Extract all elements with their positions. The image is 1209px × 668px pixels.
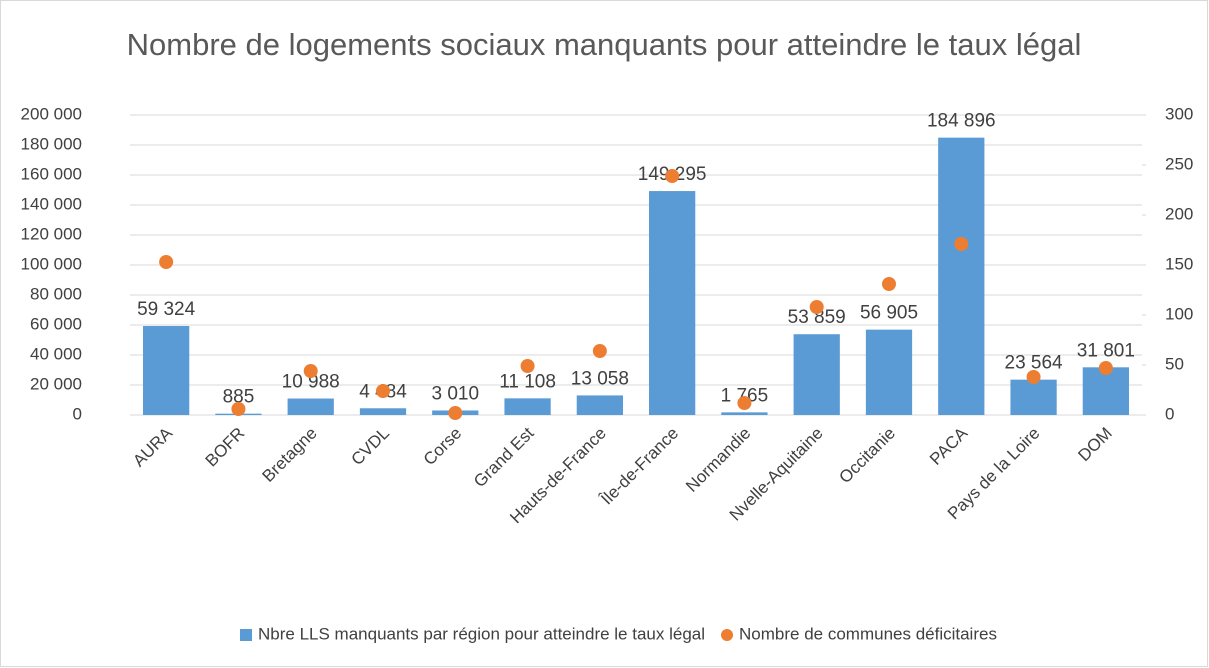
x-tick-label: Normandie (682, 424, 754, 496)
dot (665, 169, 680, 183)
y-tick-label: 60 000 (30, 314, 82, 333)
y-tick-label: 160 000 (21, 164, 82, 183)
data-label: 184 896 (927, 111, 996, 132)
legend-label: Nbre LLS manquants par région pour attei… (258, 624, 705, 643)
data-label: 23 564 (1005, 353, 1064, 374)
x-tick-label: DOM (1074, 424, 1115, 465)
y2-tick-label: 250 (1165, 154, 1193, 173)
y2-tick-label: 100 (1165, 304, 1193, 323)
y2-tick-label: 200 (1165, 204, 1193, 223)
x-tick-label: PACA (926, 423, 972, 469)
bar (287, 398, 334, 415)
y-tick-label: 180 000 (21, 134, 82, 153)
data-label: 13 058 (571, 368, 629, 389)
bar (865, 329, 913, 415)
dot (448, 406, 463, 420)
y2-tick-label: 300 (1165, 104, 1193, 123)
data-label: 10 988 (282, 372, 340, 393)
x-tick-label: CVDL (347, 424, 393, 470)
data-label: 1 765 (721, 385, 769, 406)
x-tick-label: Corse (420, 424, 466, 470)
data-label: 59 324 (137, 299, 196, 320)
bar (793, 334, 840, 415)
data-label: 3 010 (432, 384, 480, 405)
y-tick-label: 20 000 (30, 374, 82, 393)
bar (576, 395, 623, 415)
y2-tick-label: 150 (1165, 254, 1193, 273)
x-tick-label: Occitanie (835, 424, 899, 488)
bar (1082, 367, 1129, 415)
y-tick-label: 100 000 (21, 254, 82, 273)
dot (376, 384, 390, 398)
x-tick-label: Grand Est (470, 423, 538, 491)
y-tick-label: 80 000 (30, 284, 82, 303)
y2-tick-label: 50 (1165, 354, 1184, 373)
data-label: 31 801 (1077, 340, 1135, 361)
y-tick-label: 200 000 (21, 104, 82, 123)
y-tick-label: 140 000 (21, 194, 82, 213)
chart-title: Nombre de logements sociaux manquants po… (126, 27, 1082, 62)
dot (809, 300, 824, 314)
y-tick-label: 0 (73, 404, 82, 423)
x-tick-label: Île-de-France (597, 424, 683, 510)
x-tick-label: AURA (129, 423, 176, 470)
legend-swatch (721, 629, 734, 641)
bar (504, 398, 551, 415)
data-label: 53 859 (788, 307, 846, 328)
data-label: 885 (223, 387, 255, 408)
y-tick-label: 40 000 (30, 344, 82, 363)
dot (159, 255, 174, 269)
dot (592, 344, 607, 358)
bar (143, 326, 190, 415)
data-label: 56 905 (860, 303, 918, 324)
dot (1098, 361, 1113, 375)
x-tick-label: Bretagne (258, 424, 320, 486)
bar (721, 412, 768, 415)
dot (737, 396, 752, 410)
bar (649, 191, 696, 415)
bar (938, 137, 985, 415)
dot (954, 237, 969, 251)
bar (359, 408, 407, 415)
dot (1026, 370, 1041, 384)
dot (231, 402, 246, 416)
bar (1010, 379, 1057, 415)
legend-label: Nombre de communes déficitaires (739, 624, 997, 643)
dot (520, 359, 535, 373)
data-label: 11 108 (499, 371, 556, 392)
dot (303, 364, 318, 378)
legend-swatch (240, 629, 252, 641)
dot (882, 277, 896, 291)
y2-tick-label: 0 (1165, 404, 1174, 423)
y-tick-label: 120 000 (21, 224, 82, 243)
x-tick-label: BOFR (202, 424, 249, 471)
